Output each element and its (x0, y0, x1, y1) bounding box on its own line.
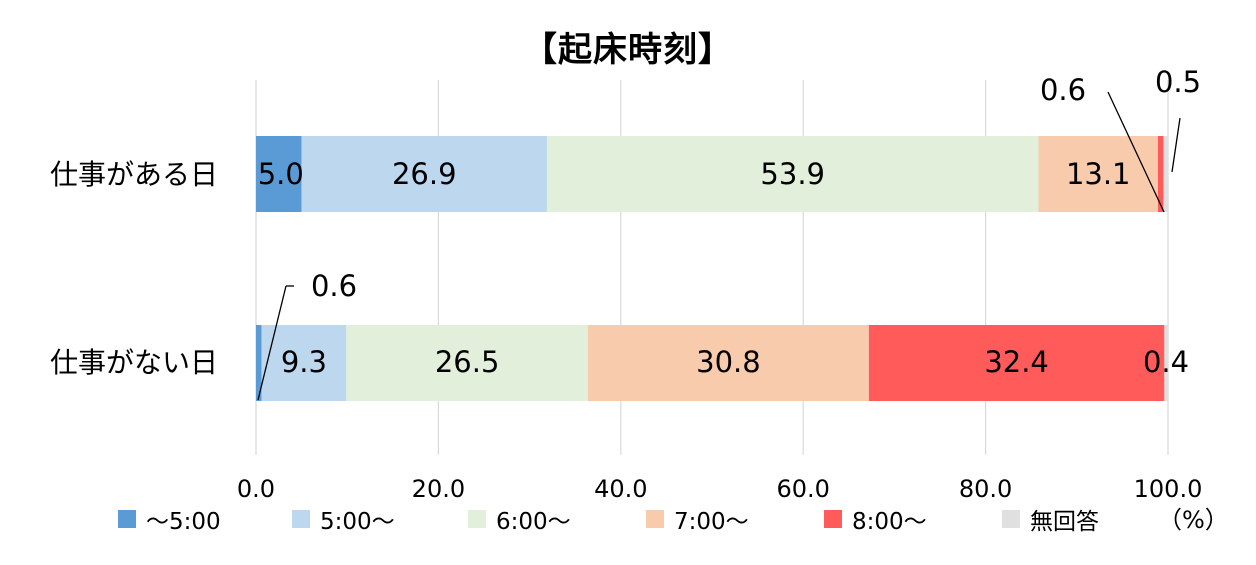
data-label: 0.6 (1040, 73, 1086, 107)
data-label: 30.8 (696, 345, 761, 379)
leader-line (257, 285, 287, 401)
legend-item: 8:00～ (824, 504, 927, 535)
legend-swatch (292, 510, 310, 528)
bar-segment (256, 136, 302, 212)
bar-segment (587, 325, 869, 401)
bar-segment (256, 325, 262, 401)
legend-swatch (468, 510, 486, 528)
legend-label: 8:00～ (852, 509, 927, 535)
data-label: 5.0 (258, 157, 304, 191)
unit-label: （%） (1158, 506, 1229, 534)
bar-segment (1163, 136, 1168, 212)
legend-swatch (646, 510, 664, 528)
x-tick-label: 40.0 (594, 475, 647, 503)
legend-label: 5:00～ (320, 509, 395, 535)
x-tick-label: 60.0 (776, 475, 829, 503)
data-label: 9.3 (281, 345, 327, 379)
bar-segment (1164, 325, 1168, 401)
data-label: 32.4 (984, 345, 1049, 379)
data-label: 0.5 (1155, 65, 1201, 99)
data-label: 0.6 (311, 269, 357, 303)
x-tick-label: 0.0 (237, 475, 275, 503)
bar-segment (346, 325, 588, 401)
data-label: 26.9 (392, 157, 457, 191)
legend-label: 7:00～ (674, 509, 749, 535)
legend-swatch (1002, 510, 1020, 528)
bar-segment (1157, 136, 1164, 212)
bar-segment (546, 136, 1039, 212)
data-label: 13.1 (1066, 157, 1131, 191)
bar-segment (868, 325, 1165, 401)
legend-swatch (824, 510, 842, 528)
chart-title: 【起床時刻】 (523, 30, 733, 70)
category-label: 仕事がある日 (50, 158, 218, 191)
leader-line (1171, 117, 1181, 173)
x-tick-label: 20.0 (412, 475, 465, 503)
x-tick-label: 80.0 (959, 475, 1012, 503)
legend-item: ～5:00 (118, 504, 221, 535)
legend-label: 無回答 (1030, 509, 1099, 535)
legend-label: ～5:00 (146, 509, 221, 535)
x-tick-label: 100.0 (1134, 475, 1203, 503)
bar-segment (1038, 136, 1158, 212)
bar-segment (301, 136, 547, 212)
legend-item: 6:00～ (468, 504, 571, 535)
legend-item: 5:00～ (292, 504, 395, 535)
bar-segment (261, 325, 347, 401)
legend-item: 無回答 (1002, 504, 1099, 535)
category-label: 仕事がない日 (50, 346, 218, 379)
leader-line (1107, 91, 1165, 213)
data-label: 26.5 (435, 345, 500, 379)
legend-item: 7:00～ (646, 504, 749, 535)
data-label: 53.9 (760, 157, 825, 191)
legend-swatch (118, 510, 136, 528)
legend-label: 6:00～ (496, 509, 571, 535)
data-label: 0.4 (1143, 345, 1189, 379)
